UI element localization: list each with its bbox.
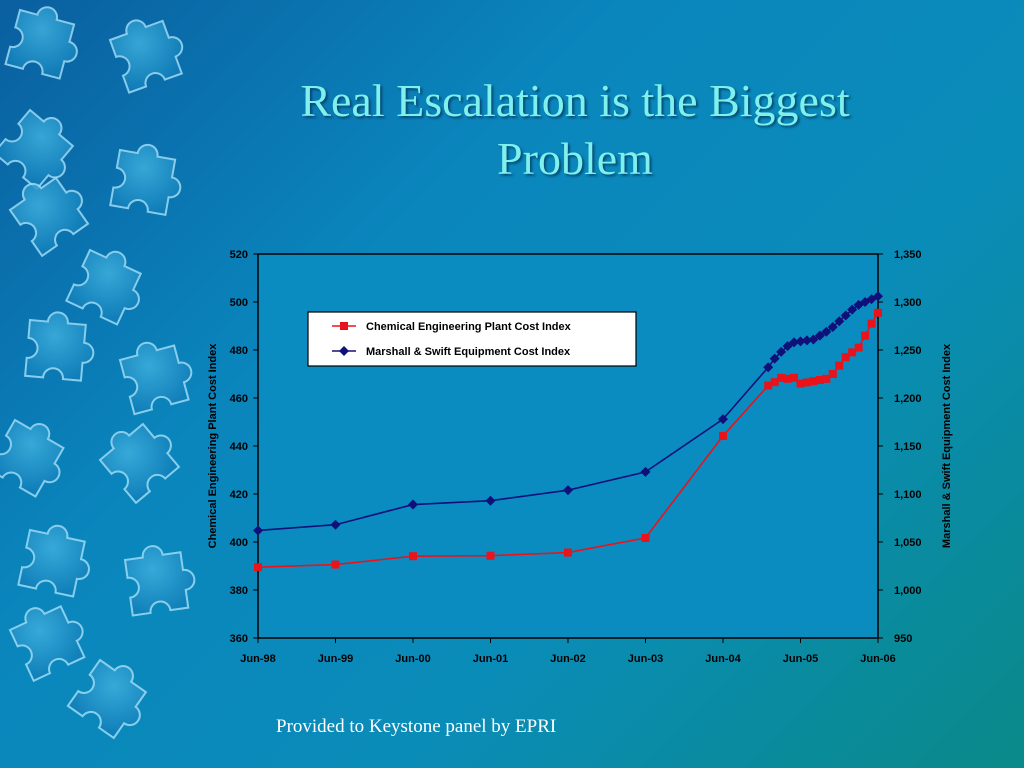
y-left-tick-label: 380 (230, 585, 248, 597)
y-right-tick-label: 950 (894, 633, 912, 645)
data-point-cepci (777, 373, 786, 382)
data-point-ms (769, 353, 780, 364)
data-point-ms (408, 499, 418, 510)
data-point-ms (795, 336, 806, 347)
data-point-cepci (835, 361, 844, 370)
x-tick-label: Jun-05 (783, 653, 818, 665)
data-point-cepci (861, 331, 870, 340)
data-point-ms (821, 326, 832, 337)
legend-marker-ms (339, 346, 349, 356)
data-point-cepci (867, 319, 876, 328)
data-point-cepci (254, 563, 262, 572)
data-point-cepci (809, 377, 818, 386)
y-right-tick-label: 1,050 (894, 537, 922, 549)
data-point-ms (640, 466, 651, 477)
data-point-ms (782, 341, 793, 352)
data-point-ms (847, 304, 858, 315)
y-right-tick-label: 1,350 (894, 249, 922, 261)
x-tick-label: Jun-01 (473, 653, 508, 665)
x-tick-label: Jun-03 (628, 653, 663, 665)
y-left-tick-label: 420 (230, 489, 248, 501)
data-point-cepci (828, 370, 837, 378)
y-left-tick-label: 480 (230, 345, 248, 357)
y-right-axis-label: Marshall & Swift Equipment Cost Index (941, 343, 953, 548)
y-right-tick-label: 1,300 (894, 297, 922, 309)
data-point-cepci (486, 551, 495, 560)
y-left-axis-label: Chemical Engineering Plant Cost Index (207, 343, 219, 549)
data-point-cepci (783, 374, 792, 383)
y-left-tick-label: 500 (230, 297, 248, 309)
data-point-cepci (790, 373, 799, 382)
data-point-cepci (641, 533, 650, 542)
data-point-ms (485, 495, 496, 506)
y-right-tick-label: 1,250 (894, 345, 922, 357)
x-tick-label: Jun-06 (860, 653, 895, 665)
data-point-ms (789, 337, 800, 348)
data-point-cepci (822, 374, 831, 383)
data-point-ms (827, 321, 838, 332)
data-point-ms (801, 335, 812, 346)
legend-marker-cepci (340, 322, 348, 330)
data-point-ms (840, 310, 851, 321)
x-tick-label: Jun-98 (240, 653, 275, 665)
data-point-cepci (764, 381, 773, 390)
data-point-ms (834, 316, 845, 327)
data-point-cepci (841, 353, 850, 362)
data-point-cepci (564, 548, 572, 557)
y-right-tick-label: 1,100 (894, 489, 922, 501)
data-point-cepci (331, 560, 340, 569)
legend-label-cepci: Chemical Engineering Plant Cost Index (366, 321, 572, 333)
x-tick-label: Jun-02 (550, 653, 585, 665)
data-point-ms (814, 330, 825, 341)
source-footnote: Provided to Keystone panel by EPRI (276, 716, 557, 737)
data-point-cepci (802, 378, 811, 387)
data-point-cepci (854, 343, 863, 352)
y-left-tick-label: 520 (230, 249, 248, 261)
y-right-tick-label: 1,150 (894, 441, 922, 453)
data-point-cepci (719, 431, 727, 440)
data-point-cepci (409, 552, 417, 561)
data-point-ms (763, 362, 774, 373)
y-right-tick-label: 1,200 (894, 393, 922, 405)
x-tick-label: Jun-99 (318, 653, 353, 665)
data-point-ms (873, 291, 883, 302)
data-point-cepci (815, 376, 824, 384)
y-left-tick-label: 400 (230, 537, 248, 549)
x-tick-label: Jun-04 (705, 653, 741, 665)
x-tick-label: Jun-00 (395, 653, 430, 665)
y-left-tick-label: 440 (230, 441, 248, 453)
data-point-ms (718, 414, 728, 425)
data-point-ms (253, 525, 263, 536)
data-point-ms (330, 519, 341, 530)
data-point-ms (563, 485, 573, 496)
y-left-tick-label: 460 (230, 393, 248, 405)
y-left-tick-label: 360 (230, 633, 248, 645)
legend: Chemical Engineering Plant Cost Index Mar… (307, 311, 637, 367)
data-point-cepci (770, 378, 779, 387)
data-point-cepci (848, 348, 857, 357)
y-right-tick-label: 1,000 (894, 585, 922, 597)
data-point-cepci (874, 308, 882, 317)
legend-label-ms: Marshall & Swift Equipment Cost Index (366, 346, 571, 358)
data-point-ms (808, 334, 819, 345)
slide-title: Real Escalation is the Biggest Problem (300, 75, 850, 184)
data-point-cepci (796, 379, 805, 388)
data-point-ms (776, 346, 787, 357)
